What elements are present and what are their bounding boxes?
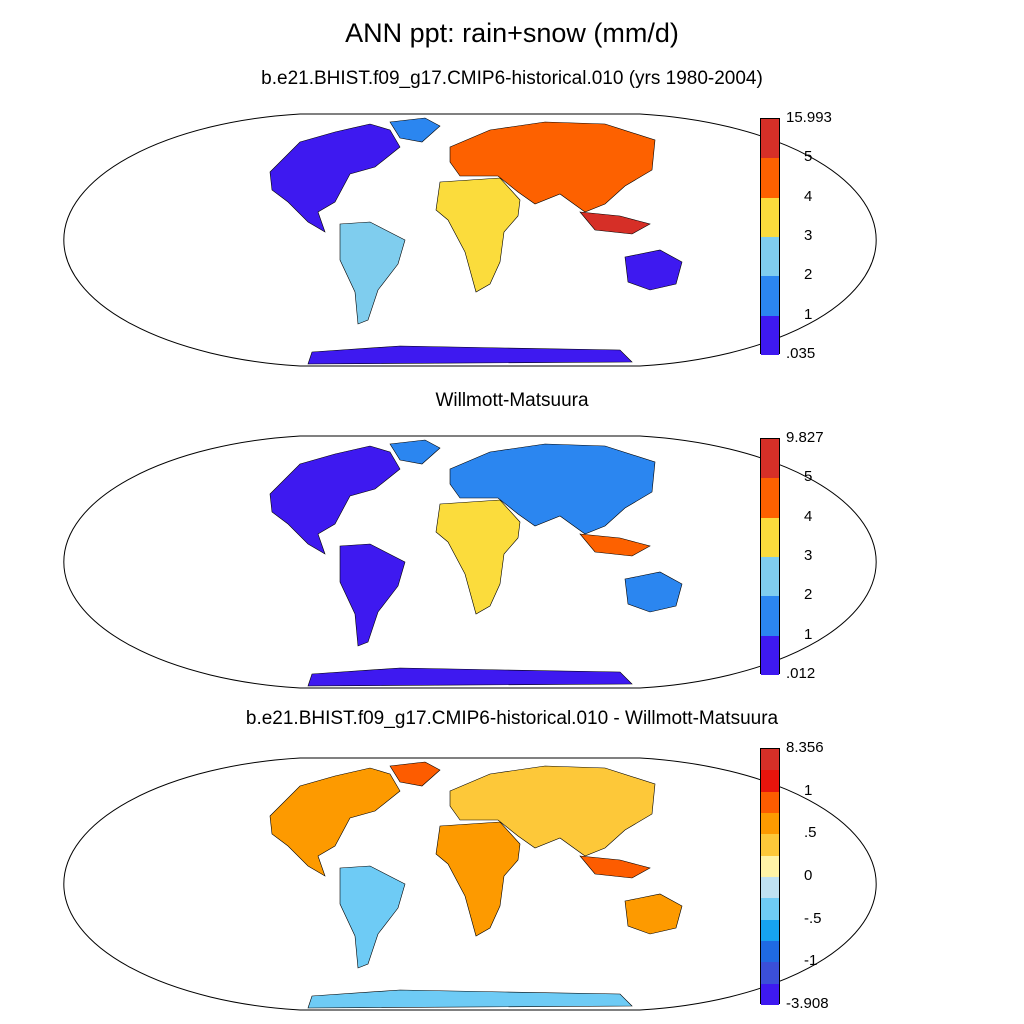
south-america-landmass — [339, 221, 406, 325]
colorbar-swatch — [761, 439, 779, 479]
colorbar-tick-label: -3.908 — [786, 995, 829, 1012]
greenland-landmass — [389, 761, 441, 787]
panel-3-title: b.e21.BHIST.f09_g17.CMIP6-historical.010… — [245, 708, 779, 729]
colorbar-swatch — [761, 919, 779, 941]
panel-2-title: Willmott-Matsuura — [435, 390, 589, 411]
eurasia-landmass — [449, 443, 656, 535]
colorbar-swatch — [761, 962, 779, 984]
colorbar-swatch — [761, 770, 779, 792]
colorbar-tick-label: 4 — [804, 507, 813, 525]
colorbar-tick-label: 8.356 — [786, 739, 824, 756]
panel-2-colorbar — [760, 438, 780, 675]
greenland-landmass — [389, 439, 441, 465]
colorbar-swatch — [761, 898, 779, 920]
colorbar-tick-label: 2 — [804, 266, 813, 284]
colorbar-swatch — [761, 197, 779, 237]
colorbar-swatch — [761, 236, 779, 277]
colorbar-tick-label: 1 — [804, 781, 813, 799]
antarctica-landmass — [307, 989, 633, 1009]
colorbar-swatch — [761, 940, 779, 963]
australia-landmass — [624, 571, 683, 613]
africa-landmass — [435, 177, 521, 293]
south-america-landmass — [339, 543, 406, 647]
colorbar-tick-label: 5 — [804, 148, 813, 166]
colorbar-swatch — [761, 556, 779, 597]
colorbar-swatch — [761, 812, 779, 835]
southeast-asia-landmass — [579, 211, 651, 235]
colorbar-tick-label: .5 — [804, 824, 817, 842]
panel-1-colorbar — [760, 118, 780, 355]
colorbar-tick-label: 2 — [804, 586, 813, 604]
antarctica-landmass — [307, 345, 633, 365]
africa-landmass — [435, 499, 521, 615]
colorbar-swatch — [761, 834, 779, 856]
colorbar-tick-label: 1 — [804, 625, 813, 643]
colorbar-swatch — [761, 315, 779, 355]
colorbar-swatch — [761, 855, 779, 877]
colorbar-swatch — [761, 517, 779, 557]
southeast-asia-landmass — [579, 855, 651, 879]
colorbar-swatch — [761, 158, 779, 198]
colorbar-swatch — [761, 276, 779, 316]
colorbar-tick-label: 3 — [804, 547, 813, 564]
north-america-landmass — [269, 445, 401, 555]
panel-1-map — [63, 113, 877, 367]
colorbar-swatch — [761, 635, 779, 675]
southeast-asia-landmass — [579, 533, 651, 557]
colorbar-tick-label: 3 — [804, 227, 813, 244]
colorbar-tick-label: 15.993 — [786, 109, 832, 126]
colorbar-swatch — [761, 791, 779, 813]
south-america-landmass — [339, 865, 406, 969]
australia-landmass — [624, 249, 683, 291]
colorbar-tick-label: -.5 — [804, 909, 822, 927]
antarctica-landmass — [307, 667, 633, 687]
colorbar-tick-label: 1 — [804, 305, 813, 323]
africa-landmass — [435, 821, 521, 937]
australia-landmass — [624, 893, 683, 935]
colorbar-tick-label: .035 — [786, 345, 816, 362]
colorbar-tick-label: .012 — [786, 665, 816, 682]
colorbar-swatch — [761, 596, 779, 636]
colorbar-tick-label: -1 — [804, 952, 818, 970]
panel-3-map — [63, 757, 877, 1011]
panel-3-colorbar — [760, 748, 780, 1005]
colorbar-swatch — [761, 119, 779, 159]
colorbar-swatch — [761, 983, 779, 1005]
eurasia-landmass — [449, 765, 656, 857]
colorbar-tick-label: 4 — [804, 187, 813, 205]
greenland-landmass — [389, 117, 441, 143]
north-america-landmass — [269, 123, 401, 233]
figure-title: ANN ppt: rain+snow (mm/d) — [345, 18, 679, 48]
colorbar-swatch — [761, 749, 779, 771]
colorbar-swatch — [761, 876, 779, 899]
colorbar-tick-label: 0 — [804, 867, 813, 884]
eurasia-landmass — [449, 121, 656, 213]
colorbar-tick-label: 9.827 — [786, 429, 824, 446]
colorbar-tick-label: 5 — [804, 468, 813, 486]
panel-1-title: b.e21.BHIST.f09_g17.CMIP6-historical.010… — [261, 68, 763, 89]
panel-2-map — [63, 435, 877, 689]
north-america-landmass — [269, 767, 401, 877]
colorbar-swatch — [761, 478, 779, 518]
